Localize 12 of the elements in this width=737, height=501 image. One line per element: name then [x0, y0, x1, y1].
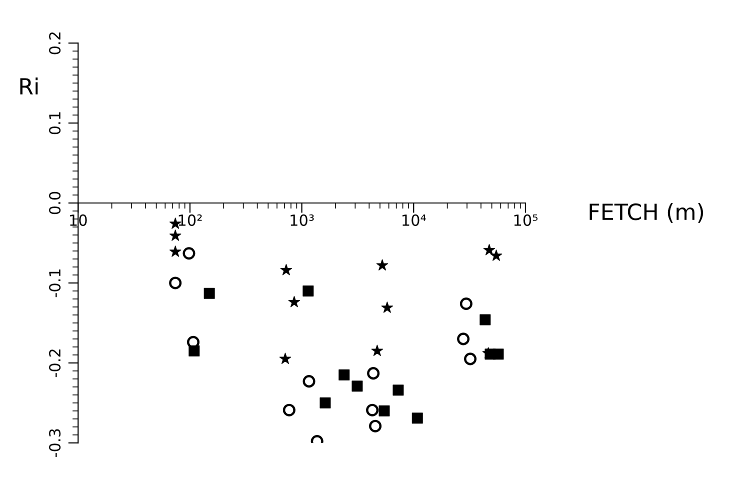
x-tick-label: 10⁵ — [514, 214, 538, 226]
y-tick-label: -0.3 — [49, 429, 61, 458]
x-tick-label: 10² — [178, 214, 202, 226]
x-tick-label: 10³ — [290, 214, 314, 226]
y-tick-label: -0.2 — [49, 350, 61, 378]
y-tick-label: -0.1 — [49, 269, 61, 298]
y-tick-label: 0.0 — [49, 192, 61, 214]
y-tick-label: 0.1 — [49, 112, 61, 134]
x-axis-title: FETCH (m) — [590, 203, 704, 223]
y-tick-label: 0.2 — [49, 32, 61, 54]
y-axis-title: Ri — [20, 78, 38, 94]
x-tick-label: 10⁴ — [402, 214, 426, 226]
